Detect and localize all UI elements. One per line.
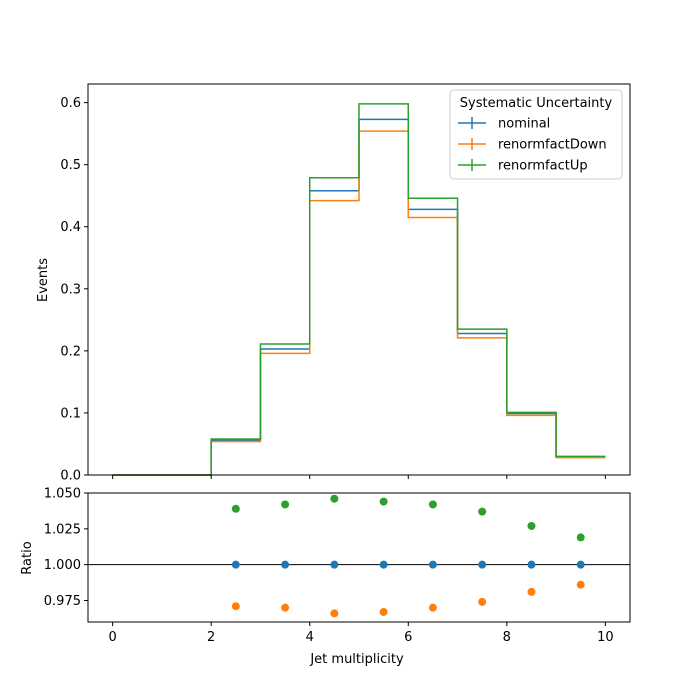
ratio-point-renormfactUp	[330, 494, 339, 503]
ratio-point-renormfactUp	[231, 504, 240, 513]
ratio-plot: 0.975 1.000 1.025 1.050 0 2 4 6 8 10 Ratio Jet m…	[20, 487, 631, 667]
ratio-series-renormfactUp	[231, 494, 585, 542]
ratio-point-renormfactUp	[281, 500, 290, 509]
ratio-point-nominal	[379, 560, 388, 569]
ratio-point-renormfactUp	[428, 500, 437, 509]
main-plot-frame	[87, 83, 631, 476]
x-tick-label: 6	[404, 630, 412, 645]
ratio-point-renormfactDown	[527, 587, 536, 596]
x-axis-label: Jet multiplicity	[309, 652, 404, 667]
x-tick-label: 10	[597, 630, 614, 645]
main-x-ticks	[112, 475, 606, 479]
legend-label: renormfactDown	[498, 138, 607, 153]
main-y-tick-label: 0.5	[60, 158, 81, 173]
ratio-y-tick-label: 1.025	[44, 522, 81, 537]
ratio-y-tick-label: 1.050	[44, 487, 81, 502]
ratio-point-nominal	[428, 560, 437, 569]
ratio-series-nominal	[231, 560, 585, 569]
ratio-point-renormfactDown	[478, 597, 487, 606]
ratio-point-renormfactUp	[478, 507, 487, 516]
ratio-point-renormfactDown	[231, 602, 240, 611]
x-tick-label: 2	[207, 630, 215, 645]
ratio-y-ticks: 0.975 1.000 1.025 1.050	[44, 487, 88, 609]
legend-title: Systematic Uncertainty	[460, 96, 613, 111]
ratio-point-renormfactDown	[379, 607, 388, 616]
ratio-point-nominal	[231, 560, 240, 569]
x-tick-label: 4	[306, 630, 314, 645]
ratio-point-nominal	[330, 560, 339, 569]
main-y-tick-label: 0.4	[60, 220, 81, 235]
ratio-series-group	[88, 494, 630, 618]
x-tick-label: 8	[503, 630, 511, 645]
main-y-axis-label: Events	[36, 258, 51, 302]
main-series-group	[112, 103, 606, 476]
main-y-ticks: 0.0 0.1 0.2 0.3 0.4 0.5 0.6	[60, 96, 88, 484]
series-renormfactUp	[112, 103, 606, 476]
main-plot: 0.0 0.1 0.2 0.3 0.4 0.5 0.6 Events	[36, 83, 631, 484]
ratio-point-renormfactUp	[527, 521, 536, 530]
ratio-y-axis-label: Ratio	[20, 541, 35, 574]
main-y-tick-label: 0.6	[60, 96, 81, 111]
ratio-y-tick-label: 0.975	[44, 594, 81, 609]
ratio-point-renormfactDown	[281, 603, 290, 612]
main-y-tick-label: 0.1	[60, 406, 81, 421]
ratio-point-renormfactDown	[428, 603, 437, 612]
main-y-tick-label: 0.2	[60, 344, 81, 359]
ratio-point-nominal	[527, 560, 536, 569]
ratio-y-tick-label: 1.000	[44, 558, 81, 573]
main-y-tick-label: 0.0	[60, 469, 81, 484]
x-tick-label: 0	[108, 630, 116, 645]
ratio-point-nominal	[576, 560, 585, 569]
ratio-point-renormfactUp	[379, 497, 388, 506]
ratio-series-renormfactDown	[231, 580, 585, 618]
ratio-point-renormfactDown	[330, 609, 339, 618]
legend-label: nominal	[498, 117, 550, 132]
legend-label: renormfactUp	[498, 159, 588, 174]
legend: Systematic Uncertainty nominal renormfact…	[449, 89, 623, 180]
legend-entry-renormfactUp: renormfactUp	[458, 159, 588, 174]
ratio-plot-frame	[87, 492, 631, 623]
histogram-step-renormfactUp	[112, 103, 606, 476]
ratio-x-ticks: 0 2 4 6 8 10	[108, 622, 614, 645]
legend-box	[449, 89, 623, 180]
legend-entry-nominal: nominal	[458, 117, 550, 132]
main-y-tick-label: 0.3	[60, 282, 81, 297]
ratio-point-renormfactDown	[576, 580, 585, 589]
ratio-point-renormfactUp	[576, 533, 585, 542]
legend-entries: nominal renormfactDown renormfactUp	[458, 117, 607, 174]
ratio-point-nominal	[478, 560, 487, 569]
ratio-point-nominal	[281, 560, 290, 569]
legend-entry-renormfactDown: renormfactDown	[458, 138, 607, 153]
